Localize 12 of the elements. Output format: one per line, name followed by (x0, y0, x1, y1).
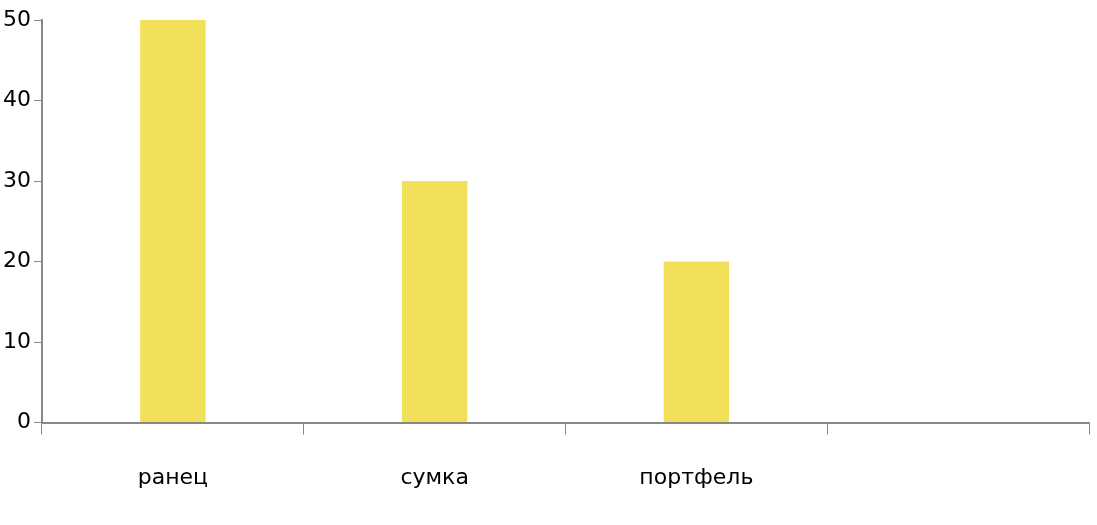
y-tick-label: 40 (2, 86, 31, 112)
bar (401, 181, 468, 423)
y-tick-label: 50 (2, 5, 31, 31)
bar (663, 261, 730, 423)
y-tick-label: 30 (2, 166, 31, 192)
x-tick-label: портфель (639, 463, 754, 489)
y-tick-label: 20 (2, 247, 31, 273)
y-tick-label: 10 (2, 327, 31, 353)
x-tick-label: ранец (137, 463, 209, 489)
bar (140, 20, 206, 423)
x-tick-label: сумка (400, 463, 469, 489)
y-tick-label: 0 (16, 408, 31, 434)
